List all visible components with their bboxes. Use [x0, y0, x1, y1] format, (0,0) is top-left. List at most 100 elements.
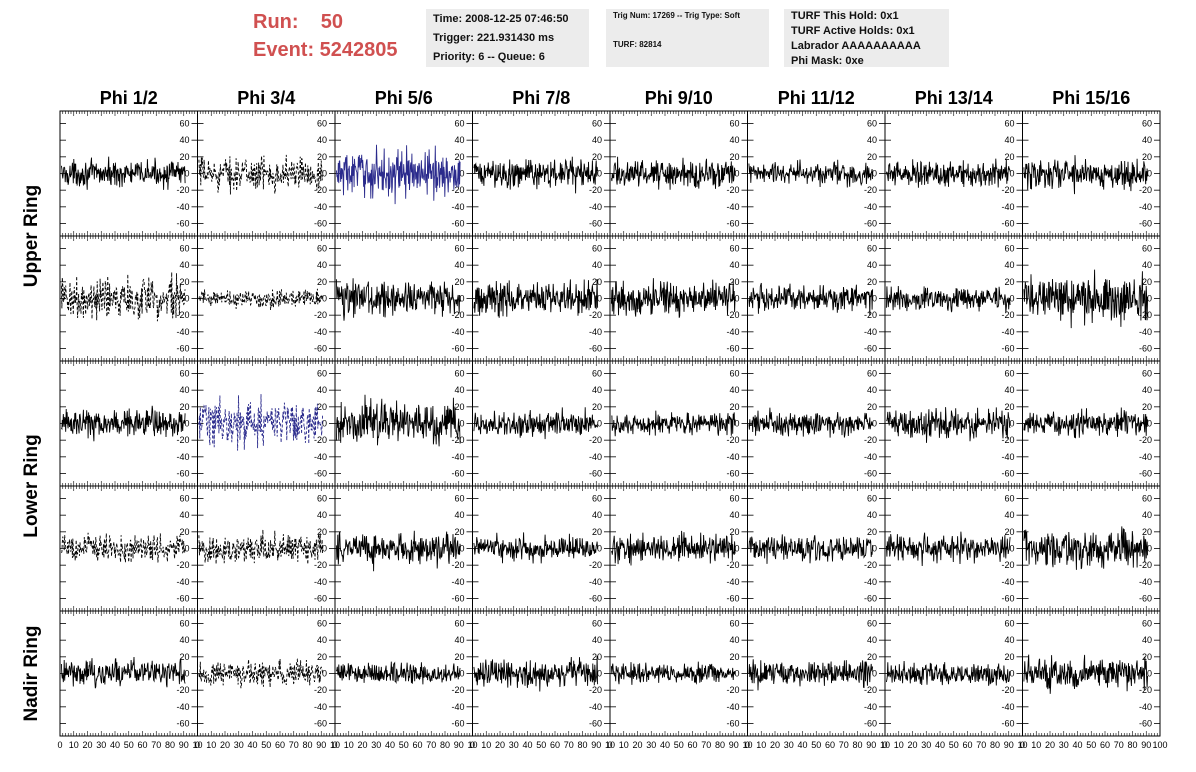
- waveform-line: [748, 534, 874, 564]
- y-tick-label: 40: [454, 385, 464, 395]
- y-tick-label: 60: [179, 244, 189, 254]
- y-tick-label: -60: [589, 344, 602, 354]
- y-tick-label: -20: [864, 685, 877, 695]
- y-tick-label: 0: [872, 669, 877, 679]
- trig-num-text: Trig Num: 17269 -- Trig Type: Soft: [613, 11, 740, 20]
- y-tick-label: 0: [597, 294, 602, 304]
- y-tick-label: 20: [179, 652, 189, 662]
- y-tick-label: -40: [864, 702, 877, 712]
- y-tick-label: 40: [179, 260, 189, 270]
- y-tick-label: 20: [729, 527, 739, 537]
- y-tick-label: 40: [729, 260, 739, 270]
- y-tick-label: -40: [864, 577, 877, 587]
- y-tick-label: -20: [1001, 185, 1014, 195]
- y-tick-label: 0: [597, 669, 602, 679]
- y-tick-label: 60: [867, 619, 877, 629]
- y-tick-label: 0: [184, 169, 189, 179]
- row-title-2: Lower Ring: [21, 434, 42, 537]
- y-tick-label: 20: [867, 527, 877, 537]
- y-tick-label: -60: [176, 219, 189, 229]
- y-tick-label: -40: [314, 577, 327, 587]
- y-tick-label: -20: [314, 685, 327, 695]
- y-tick-label: -20: [451, 185, 464, 195]
- y-tick-label: -40: [314, 202, 327, 212]
- y-tick-label: 60: [317, 119, 327, 129]
- y-tick-label: 40: [1004, 510, 1014, 520]
- y-tick-label: -60: [1001, 219, 1014, 229]
- y-tick-label: -60: [451, 469, 464, 479]
- y-tick-label: 20: [317, 277, 327, 287]
- turf-active-text: TURF Active Holds: 0x1: [791, 25, 915, 37]
- y-tick-label: -60: [864, 344, 877, 354]
- y-tick-label: -20: [314, 435, 327, 445]
- y-tick-label: 40: [454, 635, 464, 645]
- y-tick-label: 0: [1009, 544, 1014, 554]
- waveform-line: [335, 394, 461, 447]
- y-tick-label: -20: [314, 560, 327, 570]
- y-tick-label: 40: [1142, 135, 1152, 145]
- y-tick-label: -40: [726, 452, 739, 462]
- y-tick-label: -40: [1001, 202, 1014, 212]
- y-tick-label: -40: [451, 202, 464, 212]
- waveform-line: [60, 656, 186, 689]
- waveform-line: [198, 657, 324, 689]
- y-tick-label: 0: [1009, 419, 1014, 429]
- waveform-line: [473, 407, 599, 440]
- y-tick-label: 60: [867, 494, 877, 504]
- column-title-6: Phi 11/12: [778, 88, 855, 108]
- turf-text: TURF: 82814: [613, 40, 662, 49]
- y-tick-label: -20: [176, 685, 189, 695]
- y-tick-label: 20: [1142, 277, 1152, 287]
- y-tick-label: 40: [317, 510, 327, 520]
- y-tick-label: 0: [459, 669, 464, 679]
- y-tick-label: -60: [864, 719, 877, 729]
- y-tick-label: -60: [726, 719, 739, 729]
- waveform-line: [335, 144, 461, 205]
- y-tick-label: 60: [1004, 494, 1014, 504]
- y-tick-label: 20: [179, 402, 189, 412]
- y-tick-label: 20: [454, 527, 464, 537]
- y-tick-label: 20: [454, 402, 464, 412]
- y-tick-label: 40: [592, 135, 602, 145]
- y-tick-label: -40: [726, 702, 739, 712]
- panel-frame: [59, 235, 198, 362]
- turf-info-panel: TURF This Hold: 0x1 TURF Active Holds: 0…: [784, 9, 949, 67]
- y-tick-label: 0: [322, 294, 327, 304]
- y-tick-label: 60: [1142, 619, 1152, 629]
- y-tick-label: -60: [176, 594, 189, 604]
- waveform-line: [748, 659, 874, 691]
- y-tick-label: -20: [1001, 310, 1014, 320]
- labrador-text: Labrador AAAAAAAAAA: [791, 40, 921, 52]
- y-tick-label: 60: [592, 119, 602, 129]
- y-tick-label: 20: [179, 152, 189, 162]
- y-tick-label: 0: [734, 169, 739, 179]
- y-tick-label: -60: [589, 594, 602, 604]
- y-tick-label: -60: [864, 594, 877, 604]
- y-tick-label: -60: [451, 594, 464, 604]
- y-tick-label: -60: [1139, 719, 1152, 729]
- waveform-line: [1023, 526, 1149, 570]
- y-tick-label: 0: [322, 544, 327, 554]
- y-tick-label: -40: [1139, 702, 1152, 712]
- y-tick-label: -60: [589, 469, 602, 479]
- y-tick-label: 20: [1142, 527, 1152, 537]
- y-tick-label: 20: [729, 277, 739, 287]
- waveform-line: [610, 530, 736, 566]
- column-title-5: Phi 9/10: [645, 88, 713, 108]
- y-tick-label: -40: [1001, 577, 1014, 587]
- y-tick-label: 60: [867, 119, 877, 129]
- y-tick-label: 20: [1004, 402, 1014, 412]
- y-tick-label: 20: [317, 402, 327, 412]
- y-tick-label: -40: [589, 327, 602, 337]
- y-tick-label: -20: [589, 435, 602, 445]
- y-tick-label: -20: [451, 685, 464, 695]
- y-tick-label: 60: [317, 369, 327, 379]
- y-tick-label: 20: [454, 277, 464, 287]
- y-tick-label: -20: [1139, 185, 1152, 195]
- y-tick-label: -20: [726, 435, 739, 445]
- y-tick-label: -20: [589, 185, 602, 195]
- y-tick-label: 40: [179, 135, 189, 145]
- y-tick-label: 0: [1009, 169, 1014, 179]
- y-tick-label: 0: [322, 669, 327, 679]
- waveform-line: [1023, 155, 1149, 195]
